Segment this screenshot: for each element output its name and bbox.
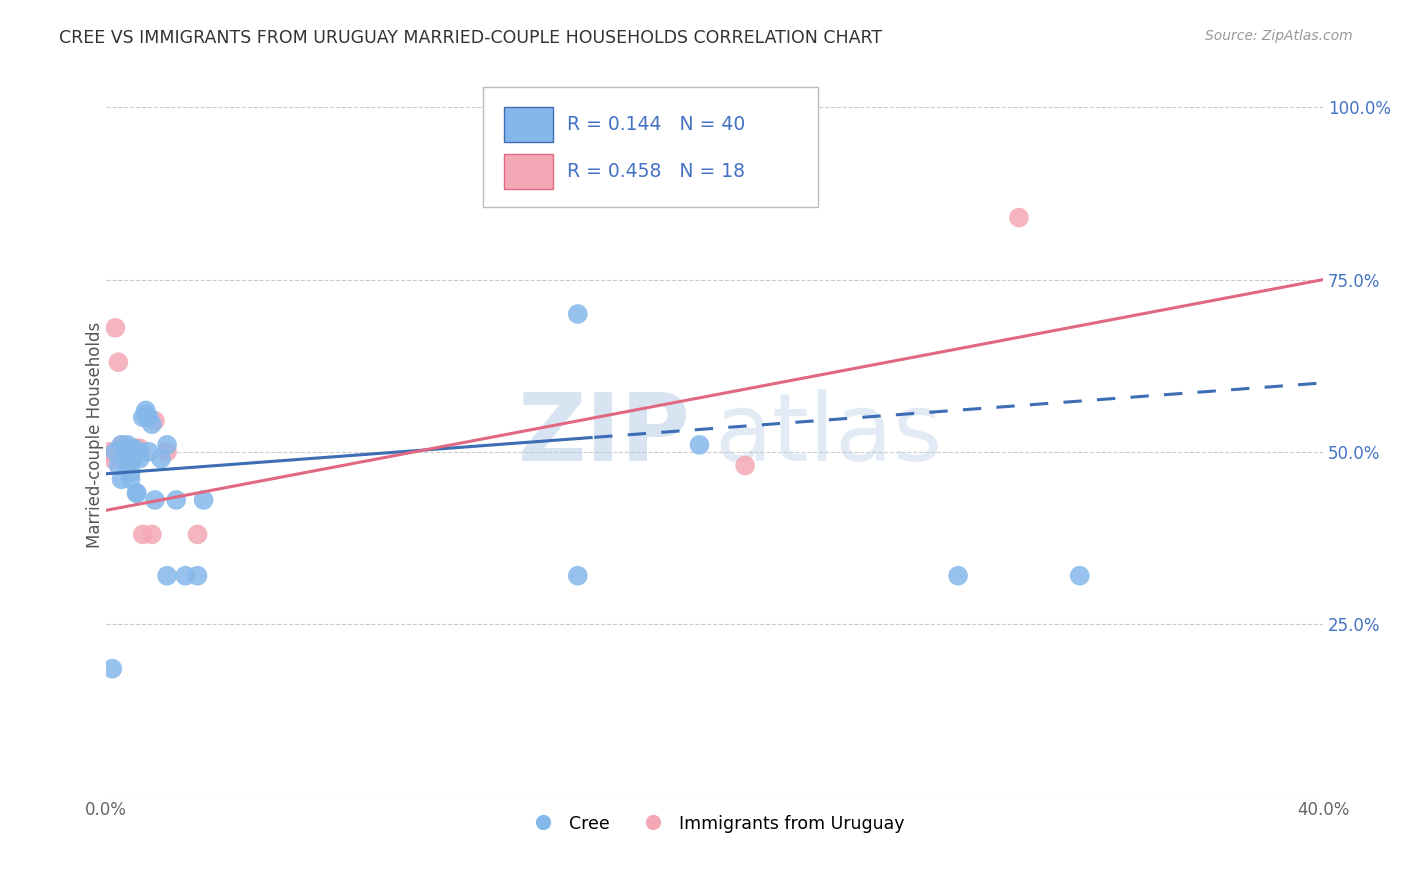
Bar	[505, 107, 553, 142]
Point	[98, 444, 121, 458]
Point	[120, 444, 142, 458]
Point	[128, 444, 150, 458]
Point	[117, 442, 139, 456]
Text: R = 0.458   N = 18: R = 0.458 N = 18	[568, 162, 745, 181]
Point	[946, 568, 969, 582]
Point	[132, 410, 155, 425]
Point	[193, 492, 215, 507]
Point	[120, 472, 142, 486]
Point	[117, 458, 139, 473]
Point	[117, 438, 139, 452]
Point	[120, 448, 142, 462]
Point	[567, 307, 589, 321]
Point	[186, 568, 208, 582]
Point	[114, 451, 136, 466]
Point	[156, 438, 179, 452]
Point	[107, 355, 129, 369]
Text: ZIP: ZIP	[517, 389, 690, 481]
Point	[143, 492, 166, 507]
Point	[128, 442, 150, 456]
Point	[114, 444, 136, 458]
Point	[138, 444, 160, 458]
Point	[688, 438, 710, 452]
Point	[110, 438, 132, 452]
Point	[141, 417, 163, 432]
Point	[122, 451, 145, 466]
Bar	[505, 154, 553, 189]
Legend: Cree, Immigrants from Uruguay: Cree, Immigrants from Uruguay	[519, 807, 911, 839]
Point	[114, 444, 136, 458]
Point	[138, 410, 160, 425]
FancyBboxPatch shape	[484, 87, 818, 207]
Point	[143, 414, 166, 428]
Point	[141, 527, 163, 541]
Text: Source: ZipAtlas.com: Source: ZipAtlas.com	[1205, 29, 1353, 43]
Point	[110, 472, 132, 486]
Text: R = 0.144   N = 40: R = 0.144 N = 40	[568, 115, 745, 134]
Point	[120, 442, 142, 456]
Point	[165, 492, 187, 507]
Point	[156, 568, 179, 582]
Point	[120, 466, 142, 480]
Point	[150, 451, 173, 466]
Point	[117, 451, 139, 466]
Point	[135, 407, 157, 421]
Point	[104, 444, 127, 458]
Text: atlas: atlas	[714, 389, 943, 481]
Point	[101, 451, 124, 466]
Point	[104, 320, 127, 334]
Point	[122, 442, 145, 456]
Point	[101, 662, 124, 676]
Point	[135, 403, 157, 417]
Text: CREE VS IMMIGRANTS FROM URUGUAY MARRIED-COUPLE HOUSEHOLDS CORRELATION CHART: CREE VS IMMIGRANTS FROM URUGUAY MARRIED-…	[59, 29, 882, 46]
Point	[1008, 211, 1031, 225]
Y-axis label: Married-couple Households: Married-couple Households	[86, 321, 104, 548]
Point	[156, 444, 179, 458]
Point	[122, 444, 145, 458]
Point	[128, 451, 150, 466]
Point	[122, 451, 145, 466]
Point	[132, 527, 155, 541]
Point	[186, 527, 208, 541]
Point	[125, 442, 148, 456]
Point	[567, 568, 589, 582]
Point	[125, 486, 148, 500]
Point	[734, 458, 756, 473]
Point	[107, 458, 129, 473]
Point	[174, 568, 197, 582]
Point	[110, 438, 132, 452]
Point	[125, 486, 148, 500]
Point	[1069, 568, 1091, 582]
